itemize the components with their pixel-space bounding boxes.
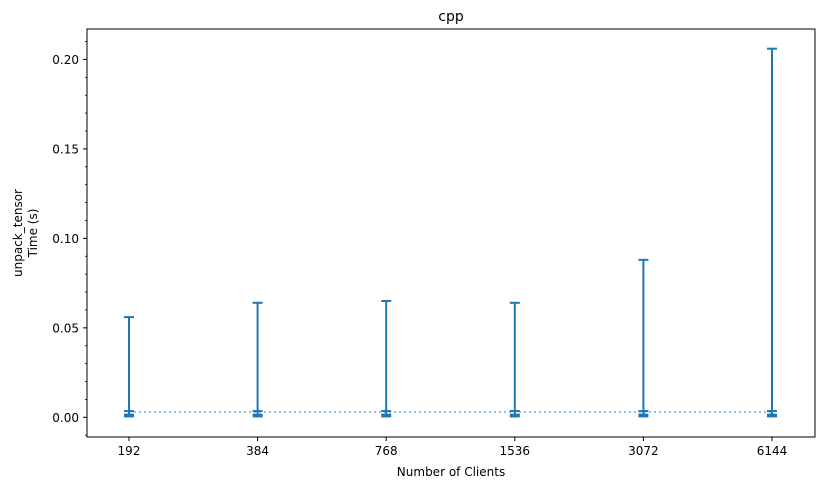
y-axis-label-line2: Time (s) [26, 209, 40, 259]
plot-frame [86, 28, 816, 438]
x-tick-label: 768 [375, 444, 398, 458]
x-axis-label: Number of Clients [397, 465, 505, 479]
x-tick-label: 1536 [500, 444, 531, 458]
y-tick-label: 0.00 [52, 411, 79, 425]
plot-area: 0.00 0.05 0.10 0.15 0.20 192 384 768 1536 3072 614… [52, 41, 788, 458]
x-tick-label: 384 [246, 444, 269, 458]
x-tick-label: 192 [118, 444, 141, 458]
y-axis-label-line1: unpack_tensor [11, 189, 25, 277]
y-tick-label: 0.20 [52, 53, 79, 67]
x-tick-label: 6144 [757, 444, 788, 458]
x-tick-label: 3072 [628, 444, 659, 458]
y-tick-label: 0.05 [52, 321, 79, 335]
y-tick-label: 0.15 [52, 142, 79, 156]
y-tick-label: 0.10 [52, 232, 79, 246]
chart-title: cpp [438, 9, 464, 25]
